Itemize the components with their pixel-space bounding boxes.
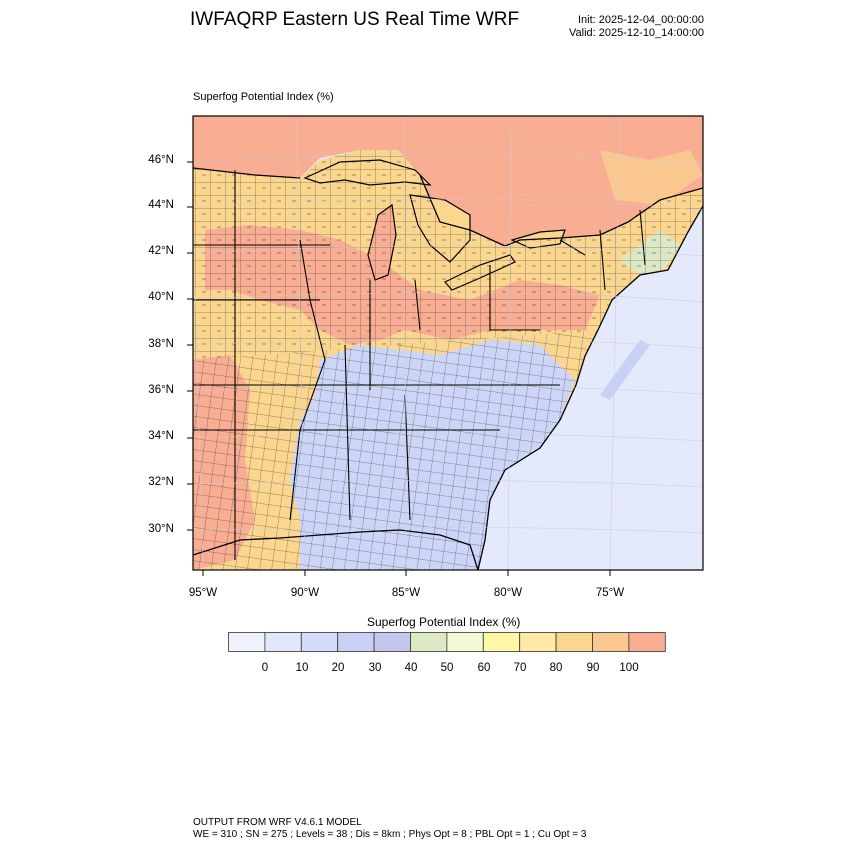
- colorbar-title: Superfog Potential Index (%): [367, 615, 521, 629]
- lat-label-46: 46°N: [148, 154, 174, 166]
- canada-region: [193, 116, 703, 246]
- lat-label-36: 36°N: [148, 384, 174, 396]
- colorbar-tick: 90: [586, 662, 600, 674]
- colorbar-swatch: [410, 632, 448, 652]
- lat-label-32: 32°N: [148, 476, 174, 488]
- lat-label-44: 44°N: [148, 199, 174, 211]
- lat-label-40: 40°N: [148, 291, 174, 303]
- chart-title: IWFAQRP Eastern US Real Time WRF: [190, 9, 520, 30]
- state-boundaries: [193, 170, 646, 560]
- colorbar-swatch: [373, 632, 411, 652]
- graticule: [193, 116, 703, 570]
- colorbar-swatch: [300, 632, 339, 652]
- axis-ticks: [187, 161, 611, 576]
- colorbar-tick: 70: [513, 662, 527, 674]
- colorbar-swatch: [446, 632, 484, 652]
- colorbar-swatch: [264, 632, 302, 652]
- lat-label-38: 38°N: [148, 338, 174, 350]
- offshore-streaks: [600, 340, 650, 400]
- map-frame: [192, 115, 704, 571]
- colorbar-swatch: [628, 632, 666, 652]
- valid-time: Valid: 2025-12-10_14:00:00: [569, 27, 704, 39]
- colorbar-swatch: [555, 632, 593, 652]
- us-coastline: [477, 205, 703, 570]
- plot-title: Superfog Potential Index (%): [193, 91, 334, 103]
- lon-label-90: 90°W: [290, 587, 320, 599]
- colorbar-swatch: [228, 632, 266, 652]
- lat-label-30: 30°N: [148, 523, 174, 535]
- us-canada-border: [193, 167, 703, 247]
- colorbar: [228, 632, 666, 652]
- colorbar-tick: 50: [440, 662, 454, 674]
- lon-label-75: 75°W: [595, 587, 625, 599]
- init-time: Init: 2025-12-04_00:00:00: [578, 14, 704, 26]
- colorbar-tick: 30: [368, 662, 382, 674]
- colorbar-tick: 20: [331, 662, 345, 674]
- footer-config-line: WE = 310 ; SN = 275 ; Levels = 38 ; Dis …: [193, 829, 587, 840]
- lon-label-85: 85°W: [391, 587, 421, 599]
- model-footer: OUTPUT FROM WRF V4.6.1 MODEL WE = 310 ; …: [193, 817, 586, 841]
- colorbar-tick: 80: [549, 662, 563, 674]
- lat-label-42: 42°N: [148, 245, 174, 257]
- footer-model-line: OUTPUT FROM WRF V4.6.1 MODEL: [193, 817, 362, 828]
- colorbar-tick: 40: [404, 662, 418, 674]
- colorbar-tick: 100: [619, 662, 639, 674]
- colorbar-swatch: [519, 632, 557, 652]
- colorbar-tick: 60: [477, 662, 491, 674]
- lon-label-80: 80°W: [493, 587, 523, 599]
- gulf-coastline: [193, 529, 479, 570]
- lon-label-95: 95°W: [188, 587, 218, 599]
- county-lines-south: [193, 330, 598, 570]
- lat-label-34: 34°N: [148, 430, 174, 442]
- canada-warm-patch: [600, 150, 703, 205]
- colorbar-swatch: [592, 632, 630, 652]
- colorbar-swatch: [337, 632, 375, 652]
- county-lines-north: [193, 150, 703, 360]
- colorbar-swatch: [482, 632, 521, 652]
- colorbar-tick: 0: [261, 662, 269, 674]
- colorbar-tick: 10: [295, 662, 309, 674]
- run-times: Init: 2025-12-04_00:00:00 Valid: 2025-12…: [569, 14, 704, 40]
